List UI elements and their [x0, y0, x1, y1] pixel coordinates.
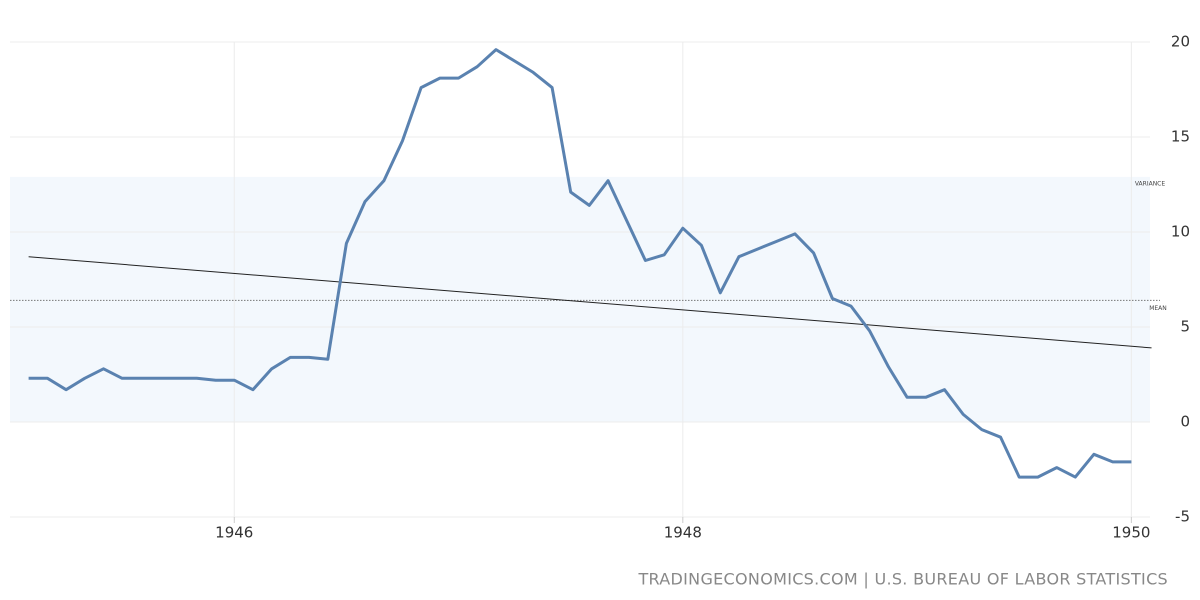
variance-band — [10, 176, 1150, 422]
y-tick-label: 5 — [1180, 318, 1190, 336]
x-tick-label: 1948 — [664, 524, 702, 542]
y-tick-label: 15 — [1171, 128, 1190, 146]
source: TRADINGECONOMICS.COM | U.S. BUREAU OF LA… — [637, 570, 1168, 589]
x-tick-label: 1946 — [215, 524, 253, 542]
variance-label: VARIANCE — [1135, 180, 1166, 187]
x-tick-label: 1950 — [1112, 524, 1150, 542]
y-tick-label: 20 — [1171, 33, 1190, 51]
y-tick-label: -5 — [1175, 508, 1190, 526]
data-line — [28, 48, 1132, 479]
y-tick-label: 0 — [1180, 413, 1190, 431]
trend-line — [28, 256, 1152, 349]
y-tick-label: 10 — [1171, 223, 1190, 241]
mean-label: MEAN — [1149, 305, 1167, 312]
